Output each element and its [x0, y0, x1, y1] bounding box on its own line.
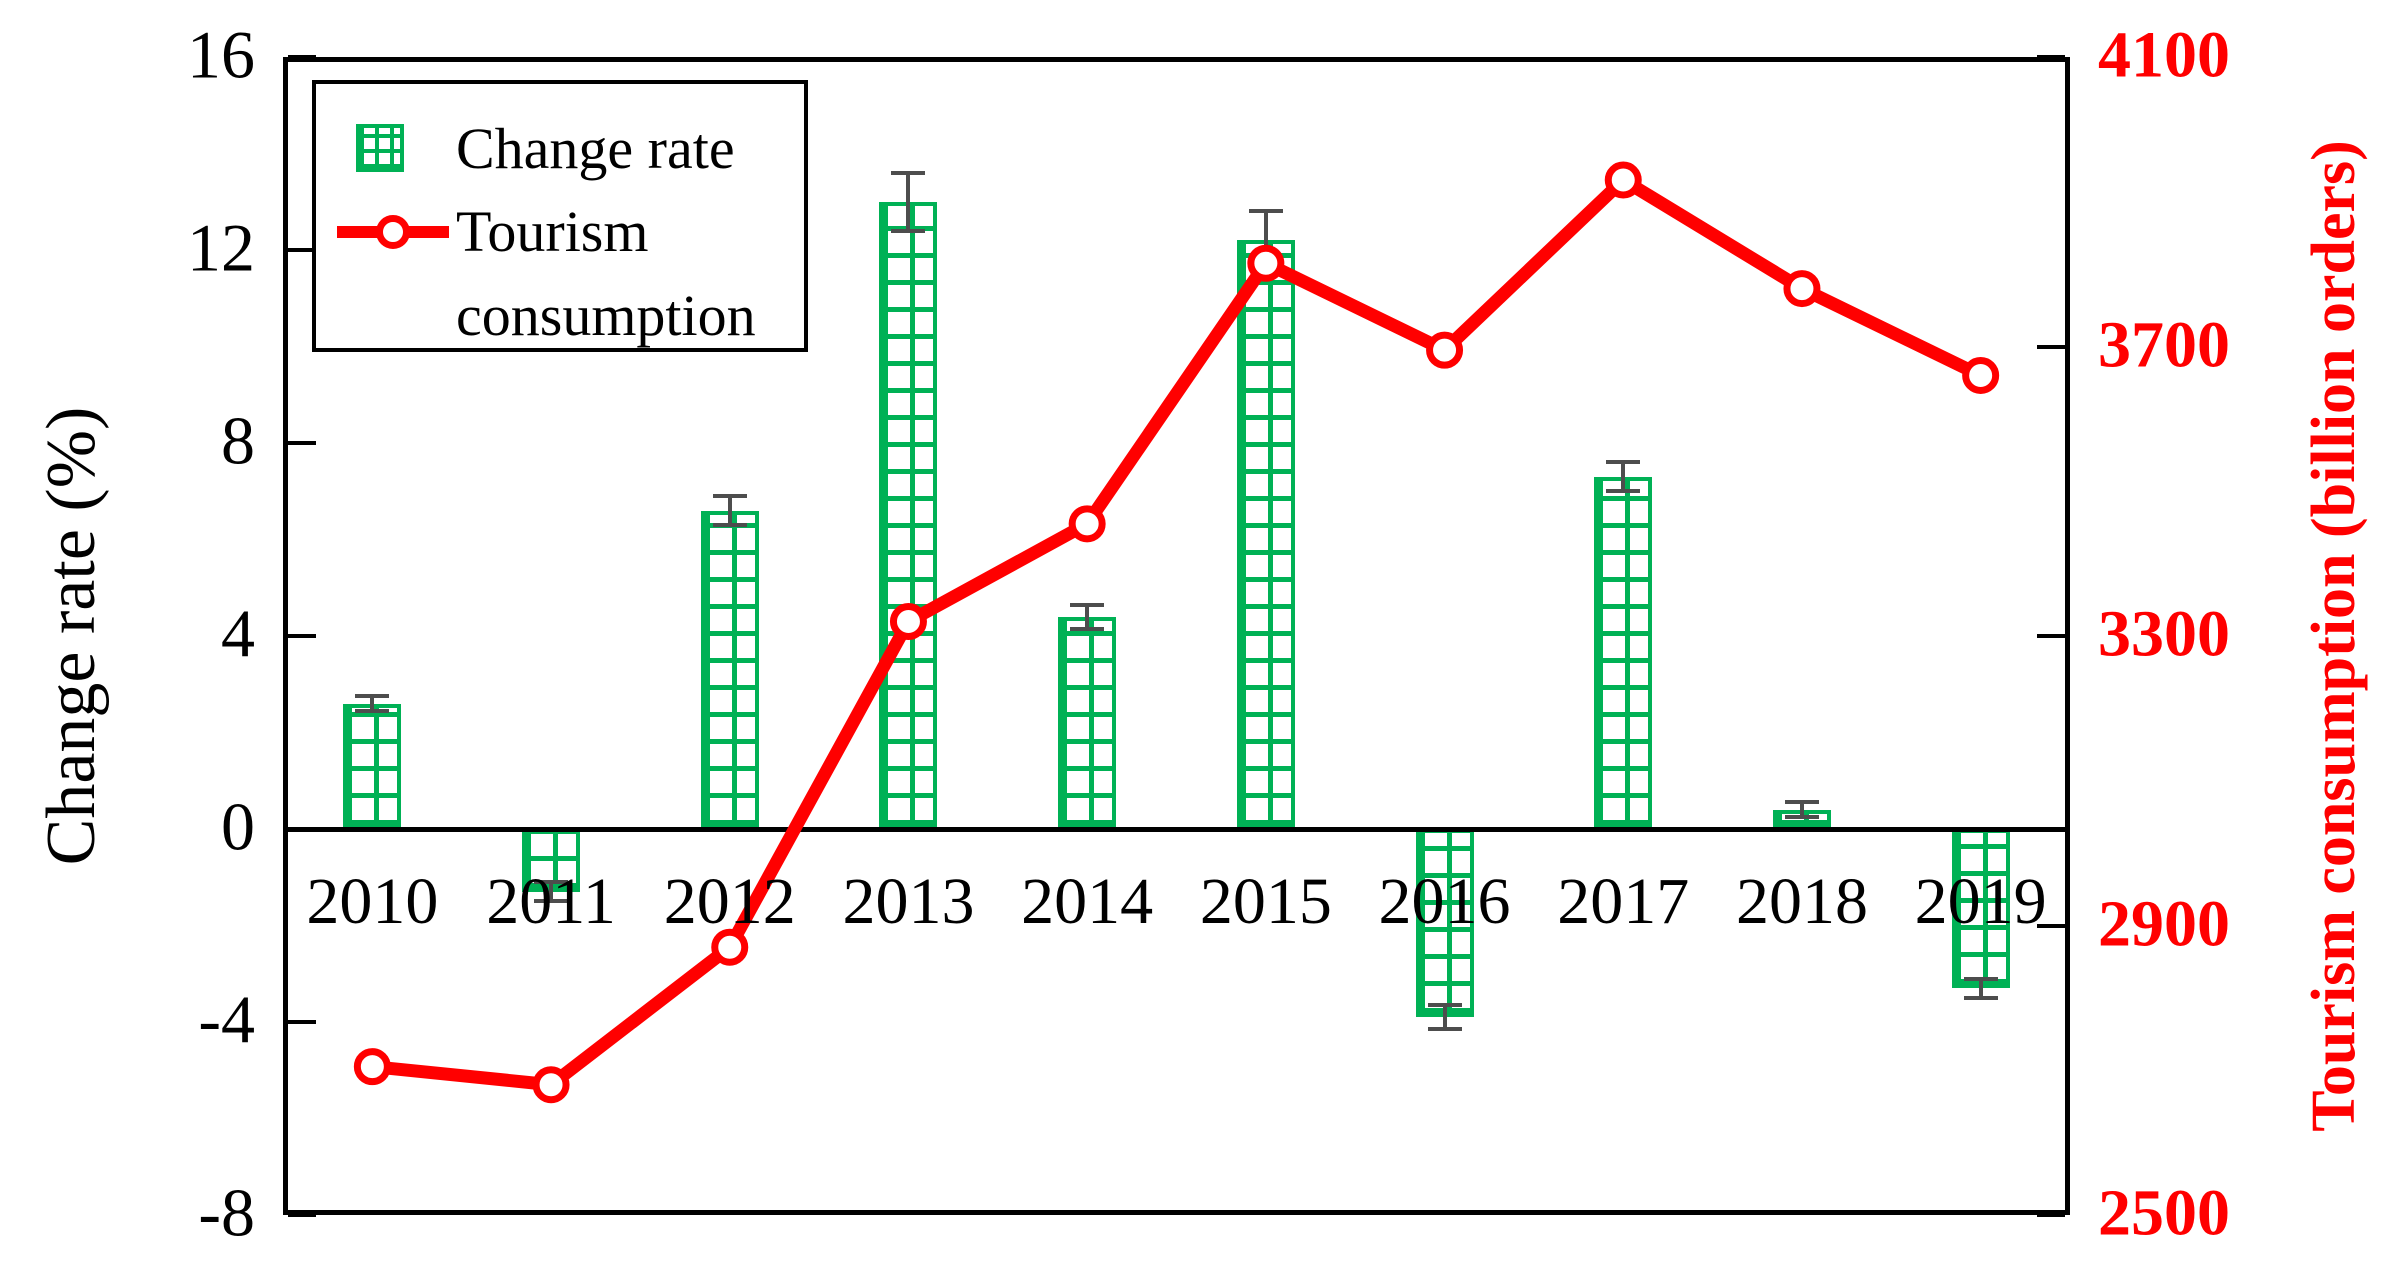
legend: Change rate Tourism consumption [312, 80, 808, 352]
bar-2017 [1594, 476, 1653, 829]
error-bar-cap-top [712, 494, 747, 499]
x-category-label-2015: 2015 [1199, 865, 1332, 938]
legend-label-consumption: consumption [456, 283, 756, 348]
right-axis-tick [2037, 1213, 2065, 1217]
x-category-label-2011: 2011 [486, 865, 616, 938]
bar-2014 [1058, 616, 1117, 829]
error-bar-cap-top [1427, 1003, 1462, 1008]
error-bar-cap-bottom [1784, 814, 1819, 819]
error-bar-2011 [549, 882, 554, 902]
error-bar-cap-bottom [1070, 626, 1105, 631]
error-bar-cap-bottom [891, 228, 926, 233]
tourism-marker-2016 [1426, 331, 1464, 369]
right-axis-tick-label: 3700 [2098, 308, 2230, 382]
error-bar-cap-top [891, 170, 926, 175]
left-axis-tick [288, 1020, 316, 1024]
error-bar-2010 [370, 696, 375, 711]
error-bar-cap-bottom [1427, 1027, 1462, 1032]
error-bar-cap-top [1248, 209, 1283, 214]
tourism-marker-2010 [353, 1048, 391, 1086]
change-rate-swatch-icon [356, 124, 404, 172]
right-axis-tick-label: 2900 [2098, 887, 2230, 961]
error-bar-2018 [1799, 802, 1804, 817]
left-axis-tick [288, 55, 316, 59]
bar-2010 [343, 703, 402, 829]
error-bar-2012 [727, 496, 732, 525]
tourism-marker-2018 [1783, 270, 1821, 308]
right-axis-tick [2037, 55, 2065, 59]
error-bar-cap-top [355, 694, 390, 699]
left-axis-tick [288, 1213, 316, 1217]
error-bar-cap-bottom [534, 899, 569, 904]
right-axis-tick-label: 4100 [2098, 18, 2230, 92]
legend-label-tourism: Tourism [456, 199, 649, 264]
left-axis-tick-label: -4 [198, 981, 255, 1058]
error-bar-cap-top [534, 880, 569, 885]
bar-2019 [1951, 829, 2010, 989]
right-axis-tick-label: 2500 [2098, 1176, 2230, 1250]
x-category-label-2012: 2012 [663, 865, 796, 938]
x-category-label-2014: 2014 [1021, 865, 1154, 938]
error-bar-2015 [1263, 211, 1268, 270]
left-axis-tick [288, 634, 316, 638]
left-axis-tick-label: 0 [221, 788, 255, 865]
bar-2012 [700, 510, 759, 829]
error-bar-2014 [1085, 604, 1090, 629]
tourism-circle-marker-icon [376, 215, 410, 249]
error-bar-2016 [1442, 1005, 1447, 1030]
error-bar-cap-top [1784, 800, 1819, 805]
left-axis-tick-label: 4 [221, 595, 255, 672]
x-category-label-2017: 2017 [1557, 865, 1690, 938]
x-category-label-2019: 2019 [1914, 865, 2047, 938]
x-category-label-2013: 2013 [842, 865, 975, 938]
x-category-label-2010: 2010 [306, 865, 439, 938]
right-axis-tick [2037, 344, 2065, 349]
right-axis-tick [2037, 923, 2065, 928]
tourism-marker-2017 [1604, 161, 1642, 199]
left-axis-tick-label: 8 [221, 402, 255, 479]
error-bar-cap-bottom [712, 523, 747, 528]
legend-label-change-rate: Change rate [456, 116, 735, 181]
left-axis-tick-label: 16 [187, 16, 255, 93]
error-bar-cap-bottom [1963, 995, 1998, 1000]
tourism-consumption-line [371, 173, 1984, 1092]
error-bar-cap-bottom [355, 708, 390, 713]
zero-baseline [283, 826, 2070, 832]
left-axis-tick [288, 248, 316, 252]
tourism-marker-2019 [1962, 356, 2000, 394]
left-axis-tick [288, 441, 316, 445]
error-bar-2017 [1621, 462, 1626, 492]
left-axis-tick-label: -8 [198, 1174, 255, 1251]
x-category-label-2018: 2018 [1735, 865, 1868, 938]
error-bar-cap-top [1606, 460, 1641, 465]
tourism-marker-2013 [889, 603, 927, 641]
bar-2013 [879, 201, 938, 829]
tourism-marker-2012 [711, 928, 749, 966]
x-category-label-2016: 2016 [1378, 865, 1511, 938]
error-bar-cap-top [1070, 602, 1105, 607]
tourism-marker-2011 [532, 1066, 570, 1104]
tourism-marker-2014 [1068, 505, 1106, 543]
left-axis-tick-label: 12 [187, 209, 255, 286]
right-axis-tick [2037, 634, 2065, 638]
right-axis-tick-label: 3300 [2098, 597, 2230, 671]
error-bar-cap-top [1963, 976, 1998, 981]
tourism-marker-2015 [1247, 244, 1285, 282]
error-bar-2013 [906, 172, 911, 231]
error-bar-cap-bottom [1606, 489, 1641, 494]
error-bar-2019 [1978, 978, 1983, 998]
